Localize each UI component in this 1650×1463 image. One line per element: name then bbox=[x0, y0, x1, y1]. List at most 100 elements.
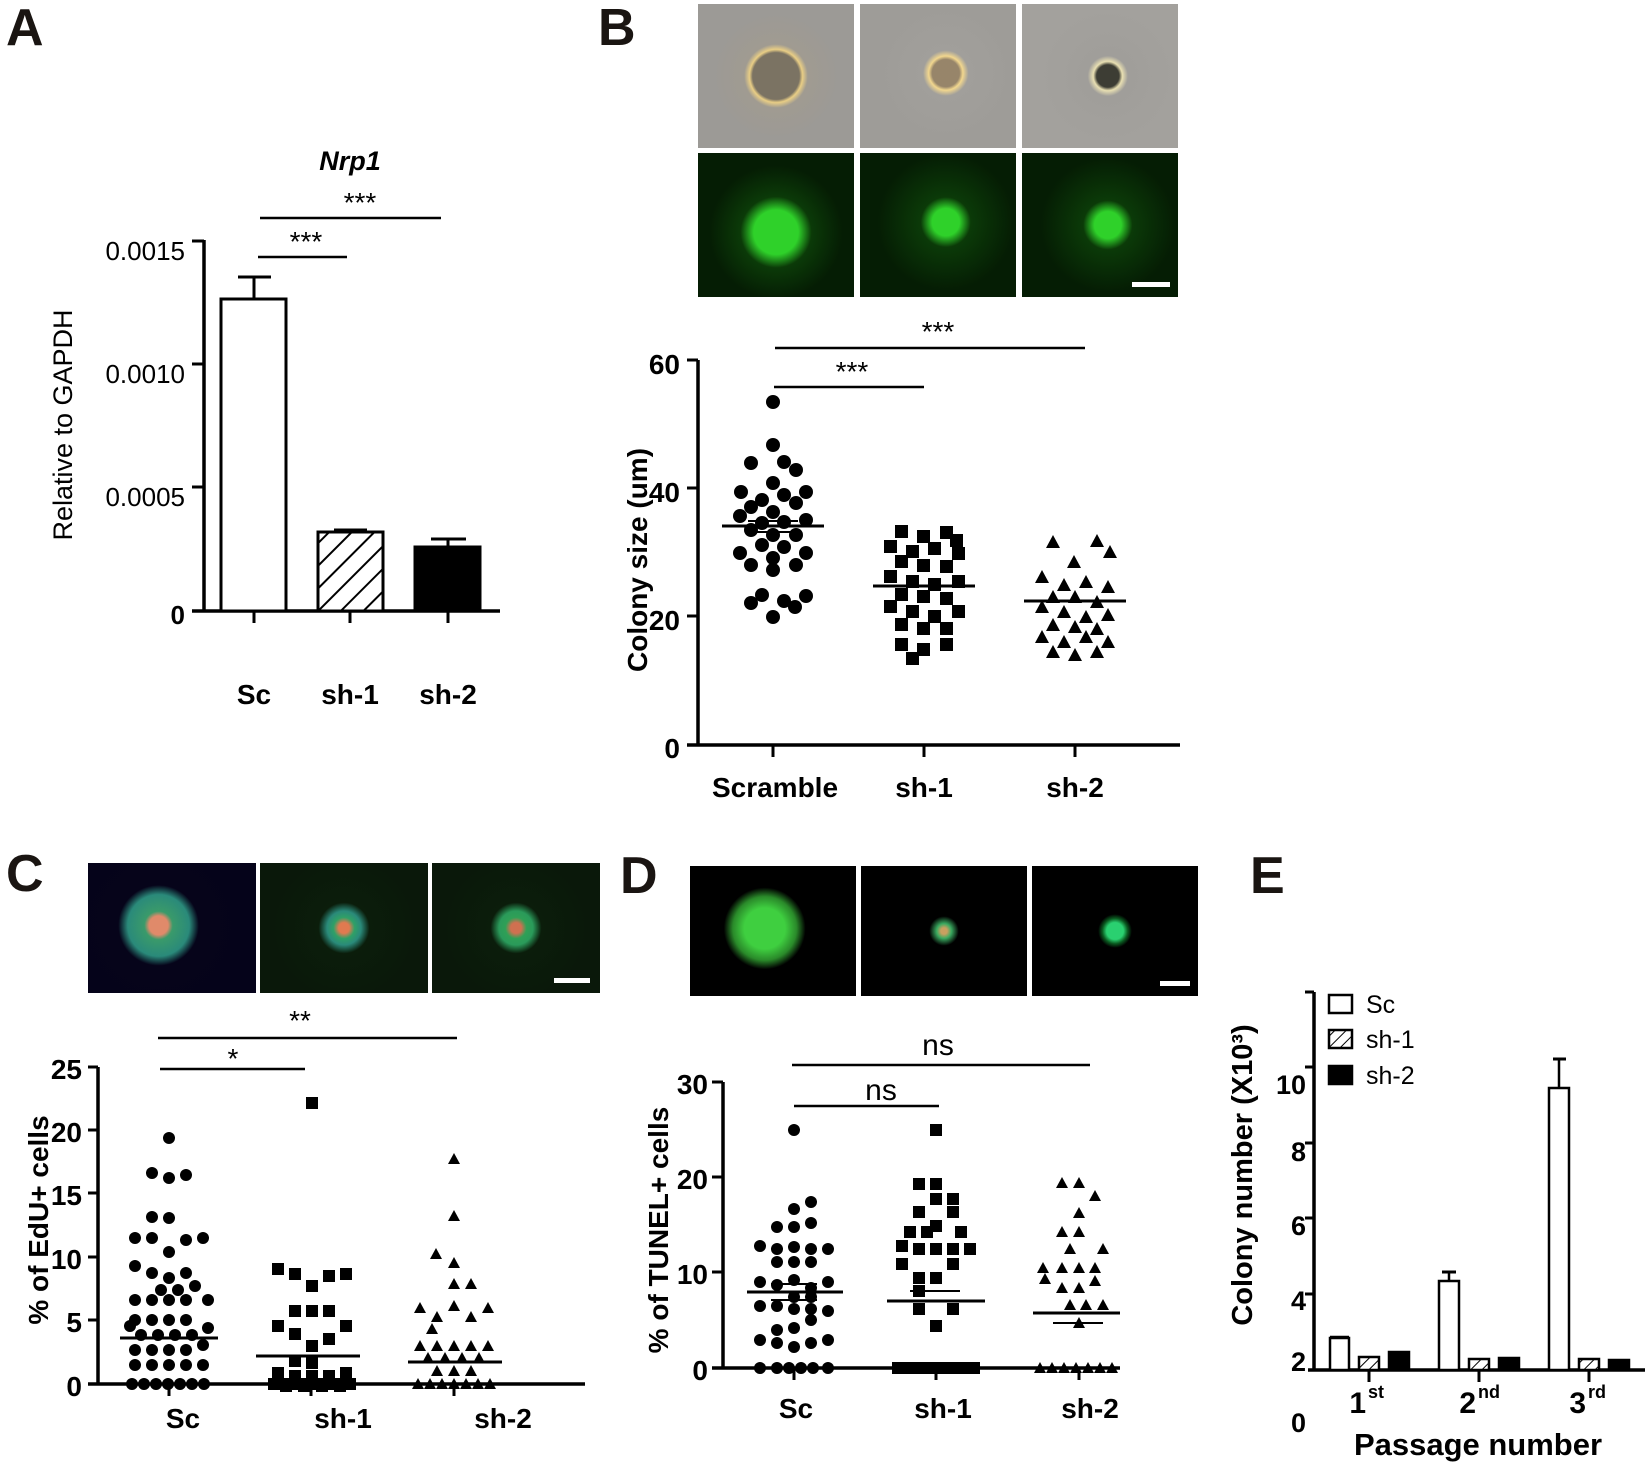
xtick: sh-2 bbox=[474, 1403, 532, 1434]
bar-p2-sh2 bbox=[1497, 1356, 1521, 1372]
micrograph-d-tunel-sh1 bbox=[861, 866, 1027, 996]
xtick: Scramble bbox=[712, 772, 838, 803]
ytick: 10 bbox=[1276, 1070, 1306, 1100]
svg-text:Nrp1: Nrp1 bbox=[319, 146, 381, 176]
panel-label-c: C bbox=[6, 845, 44, 903]
micrograph-d-tunel-sc bbox=[690, 866, 856, 996]
svg-text:1: 1 bbox=[1349, 1387, 1366, 1420]
bar-p3-sh2 bbox=[1607, 1358, 1631, 1372]
ytick: 8 bbox=[1291, 1137, 1306, 1167]
xtick: Sc bbox=[166, 1403, 200, 1434]
xtick: sh-1 bbox=[914, 1393, 972, 1424]
ylabel-c: % of EdU+ cells bbox=[23, 1115, 54, 1324]
bar-p1-sc bbox=[1328, 1336, 1351, 1372]
ytick: 0 bbox=[664, 733, 680, 764]
series-sh2 bbox=[1034, 1177, 1118, 1373]
bar-sh1 bbox=[316, 530, 385, 613]
xtick: sh-2 bbox=[419, 679, 477, 710]
series-sc bbox=[754, 1124, 834, 1374]
bar-p1-sh2 bbox=[1387, 1350, 1411, 1372]
sig-label-a-1: *** bbox=[290, 226, 323, 257]
scale-bar bbox=[554, 978, 590, 983]
svg-text:rd: rd bbox=[1588, 1382, 1606, 1402]
ytick: 30 bbox=[677, 1069, 708, 1100]
bar-p1-sh1 bbox=[1357, 1355, 1381, 1372]
scale-bar bbox=[1132, 282, 1170, 287]
bar-p2-sc bbox=[1437, 1279, 1461, 1372]
series-sh1 bbox=[892, 1124, 980, 1374]
sig-label-d-2: ns bbox=[922, 1029, 954, 1062]
legend-label-sh1: sh-1 bbox=[1366, 1026, 1415, 1054]
ytick: 60 bbox=[649, 349, 680, 380]
series-sh2 bbox=[412, 1153, 496, 1389]
series-sh1 bbox=[884, 525, 965, 665]
micrograph-b-brightfield-sh1 bbox=[860, 4, 1016, 148]
chart-a-title: Nrp1 bbox=[319, 146, 381, 176]
ytick: 0 bbox=[1291, 1408, 1306, 1438]
ytick: 25 bbox=[51, 1054, 82, 1085]
chart-d-tunel-scatter: ns ns 30 20 10 0 % of TUNEL+ cells bbox=[643, 1029, 1120, 1424]
series-sc bbox=[124, 1132, 214, 1390]
ytick: 0.0010 bbox=[105, 359, 185, 389]
sig-label-d-1: ns bbox=[865, 1074, 897, 1107]
bar-p2-sh1 bbox=[1467, 1357, 1491, 1372]
micrograph-b-gfp-sh2 bbox=[1022, 153, 1178, 297]
ytick: 0 bbox=[66, 1371, 82, 1402]
legend: Sc sh-1 sh-2 bbox=[1327, 991, 1415, 1090]
ylabel-a: Relative to GAPDH bbox=[48, 309, 78, 540]
ytick: 4 bbox=[1291, 1286, 1306, 1316]
chart-b-colony-size-scatter: *** *** 60 40 20 0 Colony size (um) bbox=[622, 316, 1180, 803]
panel-label-e: E bbox=[1250, 847, 1285, 905]
micrograph-b-gfp-sh1 bbox=[860, 153, 1016, 297]
micrograph-d-tunel-sh2 bbox=[1032, 866, 1198, 996]
ytick: 0.0005 bbox=[105, 482, 185, 512]
sig-label-b-2: *** bbox=[922, 316, 955, 347]
chart-a-nrp1-bar: Nrp1 *** *** 0.0015 0.0010 0.0005 0 Rela… bbox=[48, 146, 500, 710]
ytick: 0.0015 bbox=[105, 236, 185, 266]
ylabel-b: Colony size (um) bbox=[622, 448, 653, 672]
ytick: 15 bbox=[51, 1180, 82, 1211]
xtick-3rd: 3 rd bbox=[1569, 1382, 1606, 1420]
ytick: 40 bbox=[649, 477, 680, 508]
xtick: sh-1 bbox=[314, 1403, 372, 1434]
micrograph-b-brightfield-scramble bbox=[698, 4, 854, 148]
micrograph-c-edu-sh1 bbox=[260, 863, 428, 993]
svg-text:nd: nd bbox=[1478, 1382, 1500, 1402]
ytick: 6 bbox=[1291, 1211, 1306, 1241]
ytick: 5 bbox=[66, 1307, 82, 1338]
ytick: 20 bbox=[677, 1164, 708, 1195]
ytick: 0 bbox=[692, 1355, 708, 1386]
bar-p3-sh1 bbox=[1577, 1357, 1601, 1372]
ytick: 2 bbox=[1291, 1347, 1306, 1377]
scale-bar bbox=[1160, 981, 1190, 986]
xtick: Sc bbox=[237, 679, 271, 710]
legend-label-sc: Sc bbox=[1366, 991, 1395, 1019]
ytick: 20 bbox=[51, 1117, 82, 1148]
sig-label-a-2: *** bbox=[344, 187, 377, 218]
svg-text:st: st bbox=[1368, 1382, 1384, 1402]
micrograph-b-brightfield-sh2 bbox=[1022, 4, 1178, 148]
xtick-2nd: 2 nd bbox=[1459, 1382, 1500, 1420]
bar-sh2 bbox=[413, 545, 482, 613]
sig-label-c-2: ** bbox=[289, 1005, 311, 1036]
bar-p3-sc bbox=[1547, 1086, 1571, 1372]
micrograph-c-edu-sc bbox=[88, 863, 256, 993]
xtick: sh-2 bbox=[1046, 772, 1104, 803]
xlabel-e: Passage number bbox=[1354, 1427, 1602, 1462]
svg-text:2: 2 bbox=[1459, 1387, 1476, 1420]
xtick: sh-1 bbox=[321, 679, 379, 710]
chart-e-colony-number-bar: 10 8 6 4 2 0 Colony number (X10³) Sc sh-… bbox=[1227, 990, 1645, 1462]
series-sh1 bbox=[268, 1097, 356, 1392]
panel-label-a: A bbox=[6, 0, 44, 57]
panel-label-b: B bbox=[598, 0, 636, 57]
ytick: 10 bbox=[677, 1259, 708, 1290]
chart-c-edu-scatter: ** * 25 20 15 10 5 0 % of EdU+ cells bbox=[23, 1005, 585, 1434]
ylabel-d: % of TUNEL+ cells bbox=[643, 1107, 674, 1354]
xtick: Sc bbox=[779, 1393, 813, 1424]
ytick: 20 bbox=[649, 605, 680, 636]
micrograph-c-edu-sh2 bbox=[432, 863, 600, 993]
svg-text:3: 3 bbox=[1569, 1387, 1586, 1420]
sig-label-b-1: *** bbox=[836, 356, 869, 387]
legend-label-sh2: sh-2 bbox=[1366, 1062, 1415, 1090]
ytick: 10 bbox=[51, 1244, 82, 1275]
